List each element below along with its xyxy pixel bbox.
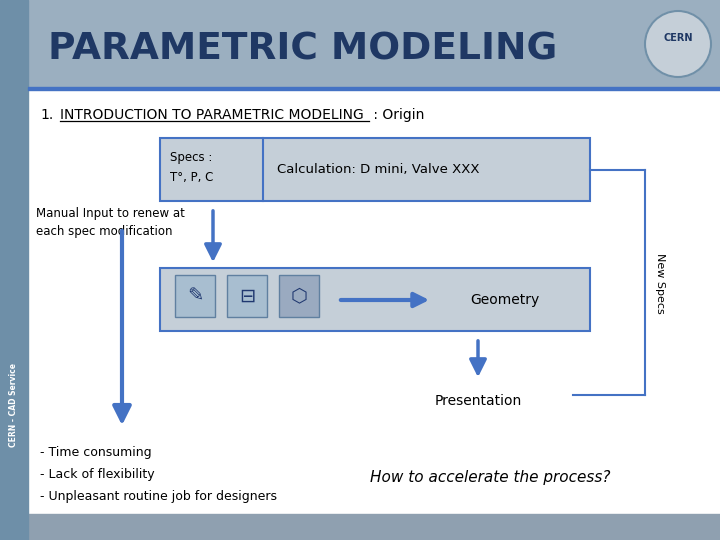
Text: Calculation: D mini, Valve XXX: Calculation: D mini, Valve XXX — [276, 164, 480, 177]
Text: - Lack of flexibility: - Lack of flexibility — [40, 468, 155, 481]
Text: : Origin: : Origin — [369, 108, 424, 122]
Circle shape — [645, 11, 711, 77]
Text: ⬡: ⬡ — [290, 287, 307, 306]
Text: How to accelerate the process?: How to accelerate the process? — [370, 470, 611, 485]
Text: ⊟: ⊟ — [239, 287, 255, 306]
Text: Manual Input to renew at
each spec modification: Manual Input to renew at each spec modif… — [36, 207, 185, 238]
Bar — [0, 0, 28, 540]
Text: Geometry: Geometry — [470, 293, 539, 307]
Text: INTRODUCTION TO PARAMETRIC MODELING: INTRODUCTION TO PARAMETRIC MODELING — [60, 108, 364, 122]
FancyBboxPatch shape — [160, 268, 590, 331]
Bar — [0, 0, 720, 88]
Text: PARAMETRIC MODELING: PARAMETRIC MODELING — [48, 32, 557, 68]
Text: New Specs: New Specs — [655, 253, 665, 313]
FancyBboxPatch shape — [279, 275, 319, 317]
Text: CERN: CERN — [663, 33, 693, 43]
Bar — [28, 87, 720, 90]
Text: Specs :: Specs : — [170, 151, 212, 164]
Text: ✎: ✎ — [186, 287, 203, 306]
FancyBboxPatch shape — [175, 275, 215, 317]
Text: - Unpleasant routine job for designers: - Unpleasant routine job for designers — [40, 490, 277, 503]
FancyBboxPatch shape — [160, 138, 590, 201]
FancyBboxPatch shape — [227, 275, 267, 317]
Text: - Time consuming: - Time consuming — [40, 446, 152, 459]
Text: T°, P, C: T°, P, C — [170, 172, 213, 185]
Text: Presentation: Presentation — [434, 394, 521, 408]
Text: CERN - CAD Service: CERN - CAD Service — [9, 363, 19, 447]
Bar — [28, 514, 720, 540]
Text: 1.: 1. — [40, 108, 53, 122]
